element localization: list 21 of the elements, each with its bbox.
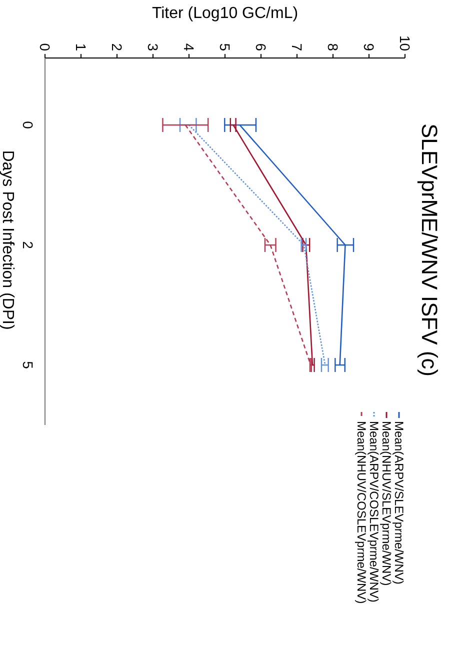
- y-tick-label: 0: [20, 121, 36, 130]
- x-tick-label: 8: [325, 43, 341, 52]
- x-tick-label: 1: [73, 43, 89, 52]
- y-tick-label: 5: [20, 361, 36, 370]
- x-tick-label: 7: [289, 43, 305, 52]
- x-tick-label: 3: [145, 43, 161, 52]
- x-tick-label: 9: [361, 43, 377, 52]
- x-tick-label: 5: [217, 43, 233, 52]
- legend-label: Mean(ARPV/SLEVprme/WNV): [392, 421, 406, 584]
- x-tick-label: 4: [181, 43, 197, 52]
- x-tick-label: 10: [397, 35, 413, 52]
- legend-label: Mean(ARPV/COSLEVprme/WNV): [367, 421, 381, 602]
- y-axis-title: Days Post Infection (DPI): [0, 150, 16, 330]
- x-axis-title: Titer (Log10 GC/mL): [152, 5, 298, 22]
- x-tick-label: 6: [253, 43, 269, 52]
- legend-label: Mean(NHUV/COSLEVprme/WNV): [354, 421, 368, 604]
- x-tick-label: 2: [109, 43, 125, 52]
- legend-label: Mean(NHUV/SLEVprme/WNV): [380, 421, 394, 586]
- x-tick-label: 0: [37, 43, 53, 52]
- text: SLEVprME/WNV ISFV (c): [417, 123, 442, 377]
- y-tick-label: 2: [20, 241, 36, 250]
